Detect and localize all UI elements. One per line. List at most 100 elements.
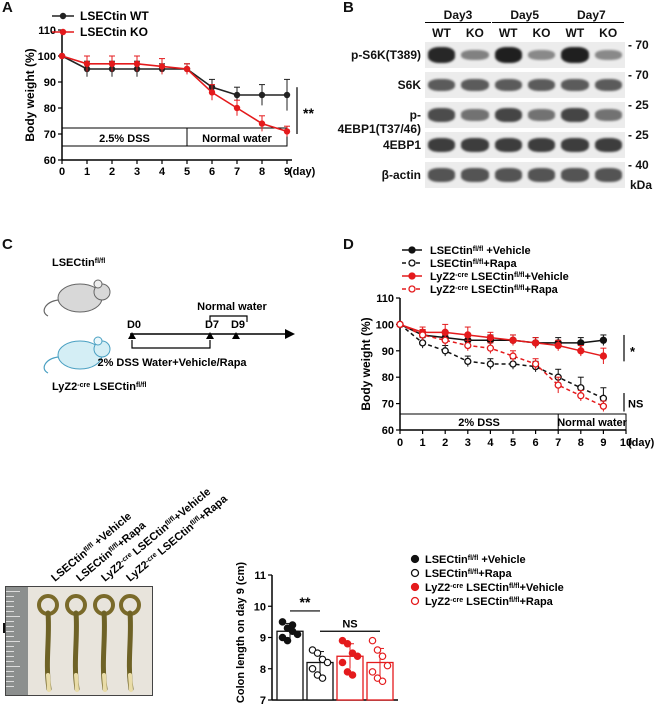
blot-band (461, 109, 489, 121)
data-point (441, 336, 449, 344)
text-part: fl/fl (514, 272, 525, 279)
data-point (338, 658, 347, 667)
x-tick-label: 10 (620, 437, 632, 449)
normal-water-bracket (209, 315, 248, 322)
text-part: +Vehicle (483, 245, 530, 257)
data-point (577, 392, 585, 400)
legend-marker (410, 596, 420, 606)
y-tick-label: 7 (260, 695, 266, 707)
data-point (278, 618, 287, 626)
text-part: LyZ2 (430, 284, 455, 296)
text-part: -cre (77, 382, 90, 389)
text-part: LSECtin (471, 271, 514, 283)
data-point (378, 677, 387, 686)
panel-label-c: C (2, 236, 13, 253)
legend-label: LSECtinfl/fl +Vehicle (425, 554, 526, 566)
timepoint-label: D7 (205, 319, 219, 331)
x-tick-label: 4 (487, 437, 494, 449)
ruler-tick (6, 596, 14, 597)
ruler-tick (6, 686, 14, 687)
data-point (464, 357, 472, 366)
data-point (599, 402, 608, 410)
chart-e-colon-length: 7 8 9 10 11 Colon length on day 9 (cm) ** NS LSE… (235, 554, 564, 707)
x-tick-label: 3 (465, 437, 471, 449)
text-part: -cre (450, 597, 463, 604)
blot-row-label: p-S6K(T389) (350, 48, 421, 62)
ruler-tick (6, 641, 20, 642)
chart-a-body-weight: 60 70 80 90 100 110 0 1 2 3 4 5 6 7 8 9(day) Body weight… (23, 9, 316, 178)
x-tick-label: 0 (59, 166, 65, 178)
data-point (577, 384, 585, 392)
series-line (399, 323, 604, 407)
data-point (441, 347, 449, 355)
blot-band (494, 168, 522, 182)
x-tick-label: 5 (184, 166, 190, 178)
blot-band (561, 137, 589, 153)
text-part: LSECtin (425, 554, 468, 566)
blot-band (561, 78, 589, 92)
ruler-tick (6, 621, 14, 622)
blot-band (494, 78, 522, 92)
blot-strip (425, 42, 625, 68)
y-tick-label: 60 (382, 425, 394, 437)
mouse-label-1: LSECtinfl/fl (52, 257, 105, 269)
data-point (208, 89, 216, 96)
blot-band (594, 78, 622, 92)
y-axis-label: Body weight (%) (23, 48, 37, 141)
blot-strip (425, 132, 625, 158)
blot-band (561, 168, 589, 182)
data-point (554, 341, 562, 350)
significance-label-2: NS (628, 399, 643, 411)
molecular-weight-marker: - 70 (628, 68, 649, 82)
x-tick-label: 5 (510, 437, 516, 449)
ruler-tick (6, 616, 20, 617)
y-axis-label: Body weight (%) (359, 317, 373, 410)
text-part: fl/fl (468, 569, 479, 576)
legend-marker (408, 285, 416, 293)
data-point (288, 621, 297, 629)
data-point (348, 671, 357, 679)
text-part: LSECtin (430, 258, 473, 270)
x-tick-label: 3 (134, 166, 140, 178)
text-part: LyZ2 (52, 381, 77, 393)
molecular-weight-marker: - 70 (628, 38, 649, 52)
data-point (83, 60, 91, 67)
normal-water-label: Normal water (197, 301, 267, 313)
data-point (509, 360, 517, 368)
text-part: +Rapa (524, 284, 558, 296)
data-point (108, 60, 116, 67)
panel-label-a: A (2, 0, 13, 16)
data-point (509, 336, 517, 344)
y-tick-label: 70 (382, 399, 394, 411)
genotype-header: WT (432, 26, 451, 40)
blot-band (594, 168, 622, 182)
text-part: +Rapa (478, 568, 512, 580)
significance-label-1: * (630, 344, 636, 359)
timepoint-marker (206, 332, 214, 339)
genotype-header: KO (532, 26, 551, 40)
legend-label: LSECtinfl/fl+Rapa (425, 568, 512, 580)
data-point (258, 120, 266, 127)
genotype-header: WT (565, 26, 585, 40)
data-point (318, 674, 327, 682)
significance-label: ** (303, 105, 314, 121)
blot-row-label: 4EBP1 (382, 138, 421, 152)
data-point (577, 347, 585, 355)
x-tick-label: 0 (397, 437, 403, 449)
y-tick-label: 100 (376, 319, 394, 331)
colon-rectum (46, 673, 51, 692)
series-line (61, 55, 288, 133)
data-point (368, 636, 377, 645)
data-point (283, 636, 292, 645)
data-point (509, 352, 517, 360)
ruler-tick (6, 606, 14, 607)
kda-unit: kDa (630, 178, 653, 192)
text-part: fl/fl (473, 246, 484, 253)
data-point (158, 63, 166, 70)
colon-rectum (102, 673, 107, 692)
mouse-label-2: LyZ2-cre LSECtinfl/fl (52, 381, 147, 393)
blot-band (494, 137, 522, 153)
colon-photo-labels: LSECtinfl/fl +VehicleLSECtinfl/fl+RapaLy… (49, 486, 230, 584)
text-part: LSECtin (430, 245, 473, 257)
x-tick-label: 7 (555, 437, 561, 449)
